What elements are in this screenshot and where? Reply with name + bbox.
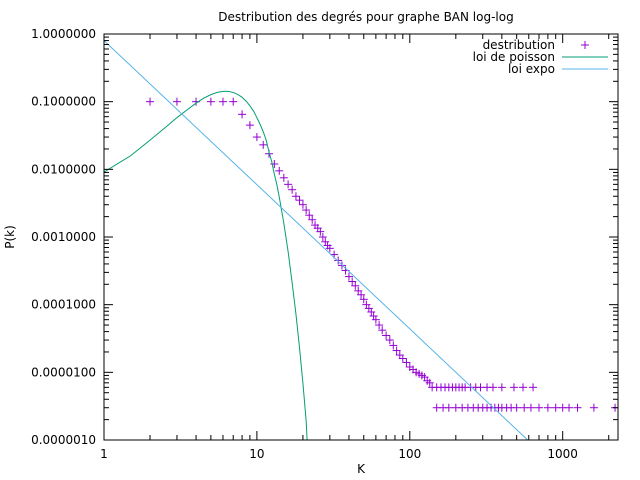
x-tick-label: 100 <box>398 447 421 461</box>
y-tick-label: 0.0000100 <box>31 365 96 379</box>
y-tick-label: 0.1000000 <box>31 95 96 109</box>
data-point <box>305 211 314 220</box>
legend-label: loi expo <box>508 62 555 76</box>
data-point <box>497 383 506 392</box>
data-point <box>288 185 297 194</box>
data-point <box>344 272 353 281</box>
plot-area <box>104 40 618 440</box>
data-point <box>172 97 181 106</box>
y-tick-label: 0.0000010 <box>31 433 96 447</box>
data-point <box>229 97 238 106</box>
x-axis-label: K <box>357 462 366 476</box>
data-point <box>535 403 544 412</box>
data-point <box>351 281 360 290</box>
data-point <box>520 403 529 412</box>
data-point <box>275 166 284 175</box>
data-point <box>291 192 300 201</box>
data-point <box>316 227 325 236</box>
data-point <box>509 383 518 392</box>
legend-label: destribution <box>483 38 555 52</box>
x-tick-label: 1000 <box>547 447 578 461</box>
data-point <box>402 358 411 367</box>
data-point <box>245 121 254 130</box>
data-point <box>259 140 268 149</box>
data-point <box>398 354 407 363</box>
data-point <box>378 326 387 335</box>
data-point <box>146 97 155 106</box>
data-point <box>565 403 574 412</box>
data-point <box>295 196 304 205</box>
data-point <box>279 173 288 182</box>
y-axis-label: P(k) <box>3 225 17 249</box>
data-point <box>318 233 327 241</box>
data-point <box>357 290 366 299</box>
data-point <box>367 307 376 316</box>
data-point <box>238 110 247 119</box>
data-point <box>425 378 434 387</box>
data-point <box>444 403 453 412</box>
data-point <box>526 403 535 412</box>
data-point <box>518 383 527 392</box>
data-point <box>270 159 279 168</box>
data-point <box>325 244 334 253</box>
data-point <box>488 383 497 392</box>
data-point <box>529 383 538 392</box>
y-tick-label: 0.0010000 <box>31 230 96 244</box>
data-point <box>348 277 357 286</box>
data-point <box>382 331 391 340</box>
legend-label: loi de poisson <box>473 50 555 64</box>
data-point <box>359 295 368 304</box>
series-line-1 <box>104 90 308 440</box>
y-tick-label: 0.0001000 <box>31 298 96 312</box>
data-point <box>573 403 582 412</box>
data-point <box>389 341 398 350</box>
x-tick-label: 10 <box>249 447 264 461</box>
axes: 1 10 100 1000 1.0000000 0.1000000 0.0100000 0.0… <box>31 27 618 461</box>
data-point <box>392 346 401 355</box>
data-point <box>375 321 384 330</box>
data-point <box>298 200 307 209</box>
y-tick-label: 0.0100000 <box>31 162 96 176</box>
data-point <box>308 215 317 224</box>
data-point <box>302 206 311 215</box>
data-point <box>371 315 380 324</box>
plot-frame <box>103 33 619 441</box>
data-point <box>551 403 560 412</box>
series-line-2 <box>104 40 529 440</box>
data-point <box>385 336 394 345</box>
x-tick-label: 1 <box>100 447 108 461</box>
data-point <box>218 97 227 106</box>
data-point <box>512 403 521 412</box>
data-point <box>206 97 215 106</box>
data-point <box>589 403 598 412</box>
data-point <box>252 133 261 142</box>
data-point <box>284 180 293 189</box>
y-tick-label: 1.0000000 <box>31 27 96 41</box>
data-point <box>543 403 552 412</box>
chart-title: Destribution des degrés pour graphe BAN … <box>218 10 513 24</box>
data-point <box>334 256 343 265</box>
legend-key-marker <box>581 41 589 49</box>
